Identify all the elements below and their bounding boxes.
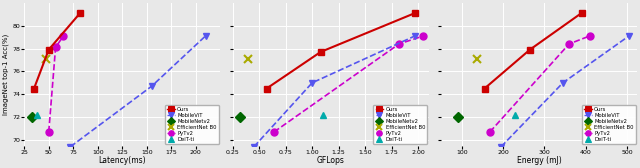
Legend: Ours, MobileViT, MobileNetv2, EfficientNet B0, PyTv2, DeiT-ti: Ours, MobileViT, MobileNetv2, EfficientN… — [373, 105, 427, 144]
X-axis label: Energy (mJ): Energy (mJ) — [517, 156, 561, 165]
Y-axis label: ImageNet top-1 Acc(%): ImageNet top-1 Acc(%) — [3, 34, 9, 115]
X-axis label: Latency(ms): Latency(ms) — [99, 156, 146, 165]
X-axis label: GFLops: GFLops — [317, 156, 345, 165]
Legend: Ours, MobileViT, MobileNetv2, EfficientNet B0, PyTv2, DeiT-ti: Ours, MobileViT, MobileNetv2, EfficientN… — [582, 105, 636, 144]
Legend: Ours, MobileViT, MobileNetv2, EfficientNet B0, PyTv2, DeiT-ti: Ours, MobileViT, MobileNetv2, EfficientN… — [165, 105, 219, 144]
